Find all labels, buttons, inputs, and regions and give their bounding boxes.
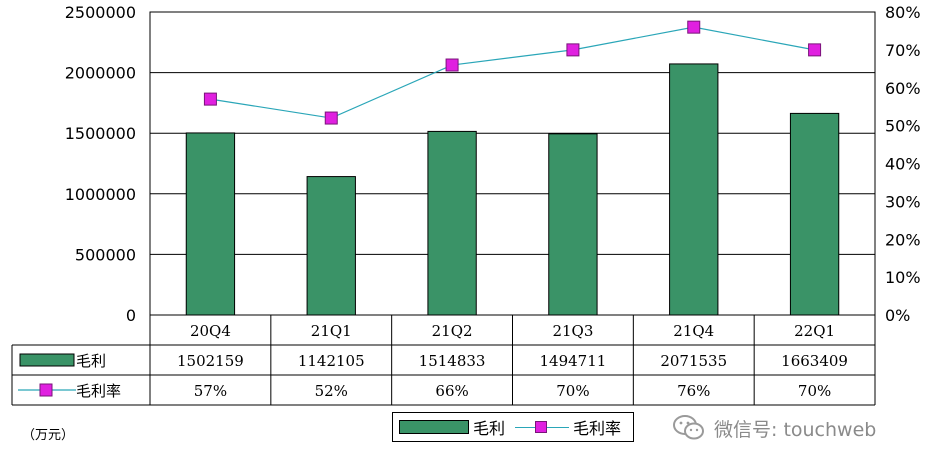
x-tick-label: 21Q1 <box>311 322 352 340</box>
bar <box>185 132 236 316</box>
y-right-tick-label: 20% <box>885 230 921 249</box>
legend-item-line: 毛利率 <box>505 415 621 439</box>
row-key-bar-swatch <box>19 353 75 367</box>
line-point <box>445 58 459 72</box>
table-value-bar: 2071535 <box>660 352 727 370</box>
y-right-tick-label: 60% <box>885 79 921 98</box>
y-left-tick-label: 500000 <box>75 245 136 264</box>
y-left-tick-label: 2000000 <box>65 64 136 83</box>
x-tick-label: 22Q1 <box>794 322 835 340</box>
bar <box>306 176 356 316</box>
y-left-tick-label: 0 <box>126 306 136 325</box>
bar-series <box>185 63 840 316</box>
table-value-line: 66% <box>435 382 468 400</box>
y-right-tick-label: 0% <box>885 306 910 325</box>
table-value-bar: 1142105 <box>298 352 365 370</box>
bar <box>669 63 719 316</box>
row-header-line: 毛利率 <box>76 382 121 400</box>
bar <box>789 112 840 316</box>
table-value-bar: 1514833 <box>419 352 486 370</box>
legend-line-swatch <box>515 420 570 434</box>
line-point <box>203 92 217 106</box>
line-path <box>210 26 815 119</box>
legend-label-line: 毛利率 <box>573 419 622 438</box>
line-series <box>203 20 822 125</box>
legend-label-bar: 毛利 <box>473 419 506 438</box>
y-left-tick-label: 2500000 <box>65 3 136 22</box>
bar <box>427 130 477 316</box>
x-tick-label: 20Q4 <box>190 322 231 340</box>
y-left-tick-label: 1000000 <box>65 185 136 204</box>
x-tick-label: 21Q2 <box>432 322 473 340</box>
line-point <box>566 43 580 57</box>
table-value-bar: 1502159 <box>177 352 244 370</box>
watermark-text: 微信号: touchweb <box>714 418 877 441</box>
legend-bar-swatch <box>399 420 469 434</box>
table-value-bar: 1494711 <box>540 352 607 370</box>
legend: 毛利 毛利率 <box>392 412 634 442</box>
line-point <box>324 111 338 125</box>
table-value-bar: 1663409 <box>781 352 848 370</box>
row-header-bar: 毛利 <box>76 352 106 370</box>
unit-label: （万元） <box>22 428 75 443</box>
x-tick-label: 21Q4 <box>673 322 714 340</box>
table-value-line: 52% <box>315 382 348 400</box>
y-right-tick-label: 10% <box>885 268 921 287</box>
watermark: 微信号: touchweb <box>672 414 876 442</box>
table-value-line: 76% <box>677 382 710 400</box>
table-value-line: 70% <box>556 382 589 400</box>
axes: 0 500000 1000000 1500000 2000000 2500000 0% 10%… <box>65 3 921 325</box>
y-right-tick-label: 50% <box>885 117 921 136</box>
legend-item-bar: 毛利 <box>393 415 505 439</box>
table-value-line: 70% <box>798 382 831 400</box>
row-key-marker <box>39 383 53 397</box>
table-value-line: 57% <box>194 382 227 400</box>
y-right-tick-label: 30% <box>885 192 921 211</box>
line-point <box>687 20 701 34</box>
y-right-tick-label: 70% <box>885 41 921 60</box>
y-left-tick-label: 1500000 <box>65 124 136 143</box>
x-tick-label: 21Q3 <box>552 322 593 340</box>
wechat-icon <box>673 415 704 440</box>
y-right-tick-label: 40% <box>885 155 921 174</box>
y-right-tick-label: 80% <box>885 3 921 22</box>
line-point <box>808 43 822 57</box>
bar <box>548 133 598 316</box>
